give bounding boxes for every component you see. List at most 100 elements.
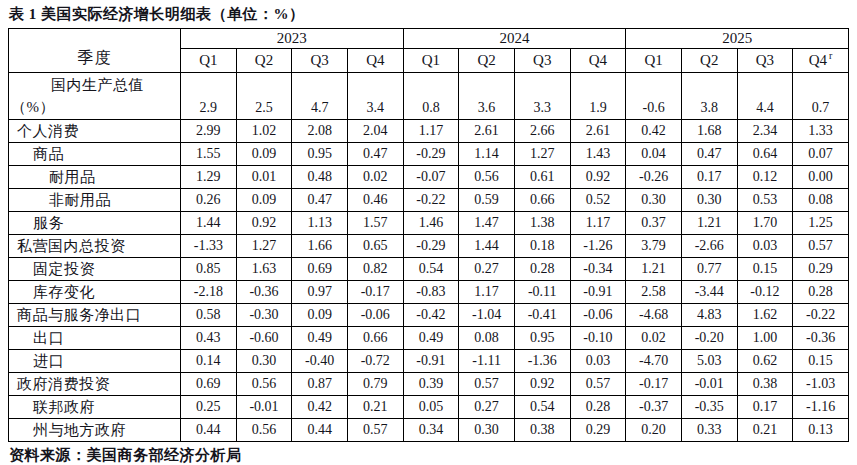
cell-6-8: 1.21 — [626, 258, 682, 281]
cell-10-2: -0.40 — [292, 350, 348, 373]
year-header-row: 季度 202320242025 — [9, 29, 849, 49]
row-label-0: 个人消费 — [9, 120, 181, 143]
cell-11-6: 0.92 — [514, 373, 570, 396]
cell-9-0: 0.43 — [181, 327, 237, 350]
cell-12-0: 0.25 — [181, 396, 237, 419]
cell-13-4: 0.34 — [403, 419, 459, 442]
cell-2-3: 0.02 — [347, 166, 403, 189]
cell-12-6: 0.54 — [514, 396, 570, 419]
cell-10-8: -4.70 — [626, 350, 682, 373]
row-label-13: 州与地方政府 — [9, 419, 181, 442]
row-label-2: 耐用品 — [9, 166, 181, 189]
quarter-header-8: Q1 — [626, 49, 682, 73]
quarter-header-5: Q2 — [459, 49, 515, 73]
cell-5-4: -0.29 — [403, 235, 459, 258]
cell-2-1: 0.01 — [236, 166, 292, 189]
cell-9-8: 0.02 — [626, 327, 682, 350]
cell-7-11: 0.28 — [793, 281, 849, 304]
cell-13-2: 0.44 — [292, 419, 348, 442]
cell-5-11: 0.57 — [793, 235, 849, 258]
cell-2-9: 0.17 — [681, 166, 737, 189]
cell-2-8: -0.26 — [626, 166, 682, 189]
cell-10-11: 0.15 — [793, 350, 849, 373]
cell-0-4: 1.17 — [403, 120, 459, 143]
gdp-value-6: 3.3 — [514, 73, 570, 120]
cell-8-0: 0.58 — [181, 304, 237, 327]
cell-3-10: 0.53 — [737, 189, 793, 212]
cell-11-1: 0.56 — [236, 373, 292, 396]
cell-1-1: 0.09 — [236, 143, 292, 166]
cell-7-7: -0.91 — [570, 281, 626, 304]
cell-10-6: -1.36 — [514, 350, 570, 373]
cell-7-2: 0.97 — [292, 281, 348, 304]
cell-5-8: 3.79 — [626, 235, 682, 258]
cell-1-5: 1.14 — [459, 143, 515, 166]
cell-8-11: -0.22 — [793, 304, 849, 327]
cell-12-5: 0.27 — [459, 396, 515, 419]
cell-3-8: 0.30 — [626, 189, 682, 212]
year-header-2025: 2025 — [626, 29, 849, 49]
source-note: 资料来源：美国商务部经济分析局 — [0, 442, 857, 465]
cell-10-3: -0.72 — [347, 350, 403, 373]
table-body: 国内生产总值（%）2.92.54.73.40.83.63.31.9-0.63.8… — [9, 73, 849, 442]
cell-3-1: 0.09 — [236, 189, 292, 212]
cell-11-3: 0.79 — [347, 373, 403, 396]
cell-11-5: 0.57 — [459, 373, 515, 396]
cell-0-3: 2.04 — [347, 120, 403, 143]
cell-13-3: 0.57 — [347, 419, 403, 442]
cell-13-6: 0.38 — [514, 419, 570, 442]
cell-9-4: 0.49 — [403, 327, 459, 350]
cell-0-7: 2.61 — [570, 120, 626, 143]
cell-2-6: 0.61 — [514, 166, 570, 189]
cell-1-11: 0.07 — [793, 143, 849, 166]
cell-2-4: -0.07 — [403, 166, 459, 189]
cell-2-5: 0.56 — [459, 166, 515, 189]
cell-10-0: 0.14 — [181, 350, 237, 373]
cell-5-3: 0.65 — [347, 235, 403, 258]
cell-8-3: -0.06 — [347, 304, 403, 327]
table-row: 耐用品1.290.010.480.02-0.070.560.610.92-0.2… — [9, 166, 849, 189]
cell-8-2: 0.09 — [292, 304, 348, 327]
cell-1-6: 1.27 — [514, 143, 570, 166]
cell-13-10: 0.21 — [737, 419, 793, 442]
table-row-gdp: 国内生产总值（%）2.92.54.73.40.83.63.31.9-0.63.8… — [9, 73, 849, 120]
cell-0-5: 2.61 — [459, 120, 515, 143]
cell-1-7: 1.43 — [570, 143, 626, 166]
row-label-5: 私营国内总投资 — [9, 235, 181, 258]
cell-3-2: 0.47 — [292, 189, 348, 212]
row-label-4: 服务 — [9, 212, 181, 235]
cell-8-6: -0.41 — [514, 304, 570, 327]
quarter-header-4: Q1 — [403, 49, 459, 73]
gdp-value-11: 0.7 — [793, 73, 849, 120]
gdp-label-line1: 国内生产总值 — [9, 74, 180, 96]
cell-12-4: 0.05 — [403, 396, 459, 419]
cell-5-6: 0.18 — [514, 235, 570, 258]
cell-6-2: 0.69 — [292, 258, 348, 281]
quarter-header-7: Q4 — [570, 49, 626, 73]
cell-5-10: 0.03 — [737, 235, 793, 258]
cell-5-1: 1.27 — [236, 235, 292, 258]
table-row: 固定投资0.851.630.690.820.540.270.28-0.341.2… — [9, 258, 849, 281]
cell-12-8: -0.37 — [626, 396, 682, 419]
cell-0-9: 1.68 — [681, 120, 737, 143]
cell-3-6: 0.66 — [514, 189, 570, 212]
cell-8-10: 1.62 — [737, 304, 793, 327]
cell-1-3: 0.47 — [347, 143, 403, 166]
cell-0-11: 1.33 — [793, 120, 849, 143]
cell-0-1: 1.02 — [236, 120, 292, 143]
cell-2-7: 0.92 — [570, 166, 626, 189]
cell-8-4: -0.42 — [403, 304, 459, 327]
cell-12-11: -1.16 — [793, 396, 849, 419]
cell-7-3: -0.17 — [347, 281, 403, 304]
year-header-2024: 2024 — [403, 29, 626, 49]
cell-8-7: -0.06 — [570, 304, 626, 327]
cell-11-4: 0.39 — [403, 373, 459, 396]
row-label-8: 商品与服务净出口 — [9, 304, 181, 327]
table-row: 非耐用品0.260.090.470.46-0.220.590.660.520.3… — [9, 189, 849, 212]
cell-3-9: 0.30 — [681, 189, 737, 212]
cell-8-5: -1.04 — [459, 304, 515, 327]
cell-7-4: -0.83 — [403, 281, 459, 304]
cell-7-6: -0.11 — [514, 281, 570, 304]
cell-9-6: 0.95 — [514, 327, 570, 350]
cell-6-6: 0.28 — [514, 258, 570, 281]
